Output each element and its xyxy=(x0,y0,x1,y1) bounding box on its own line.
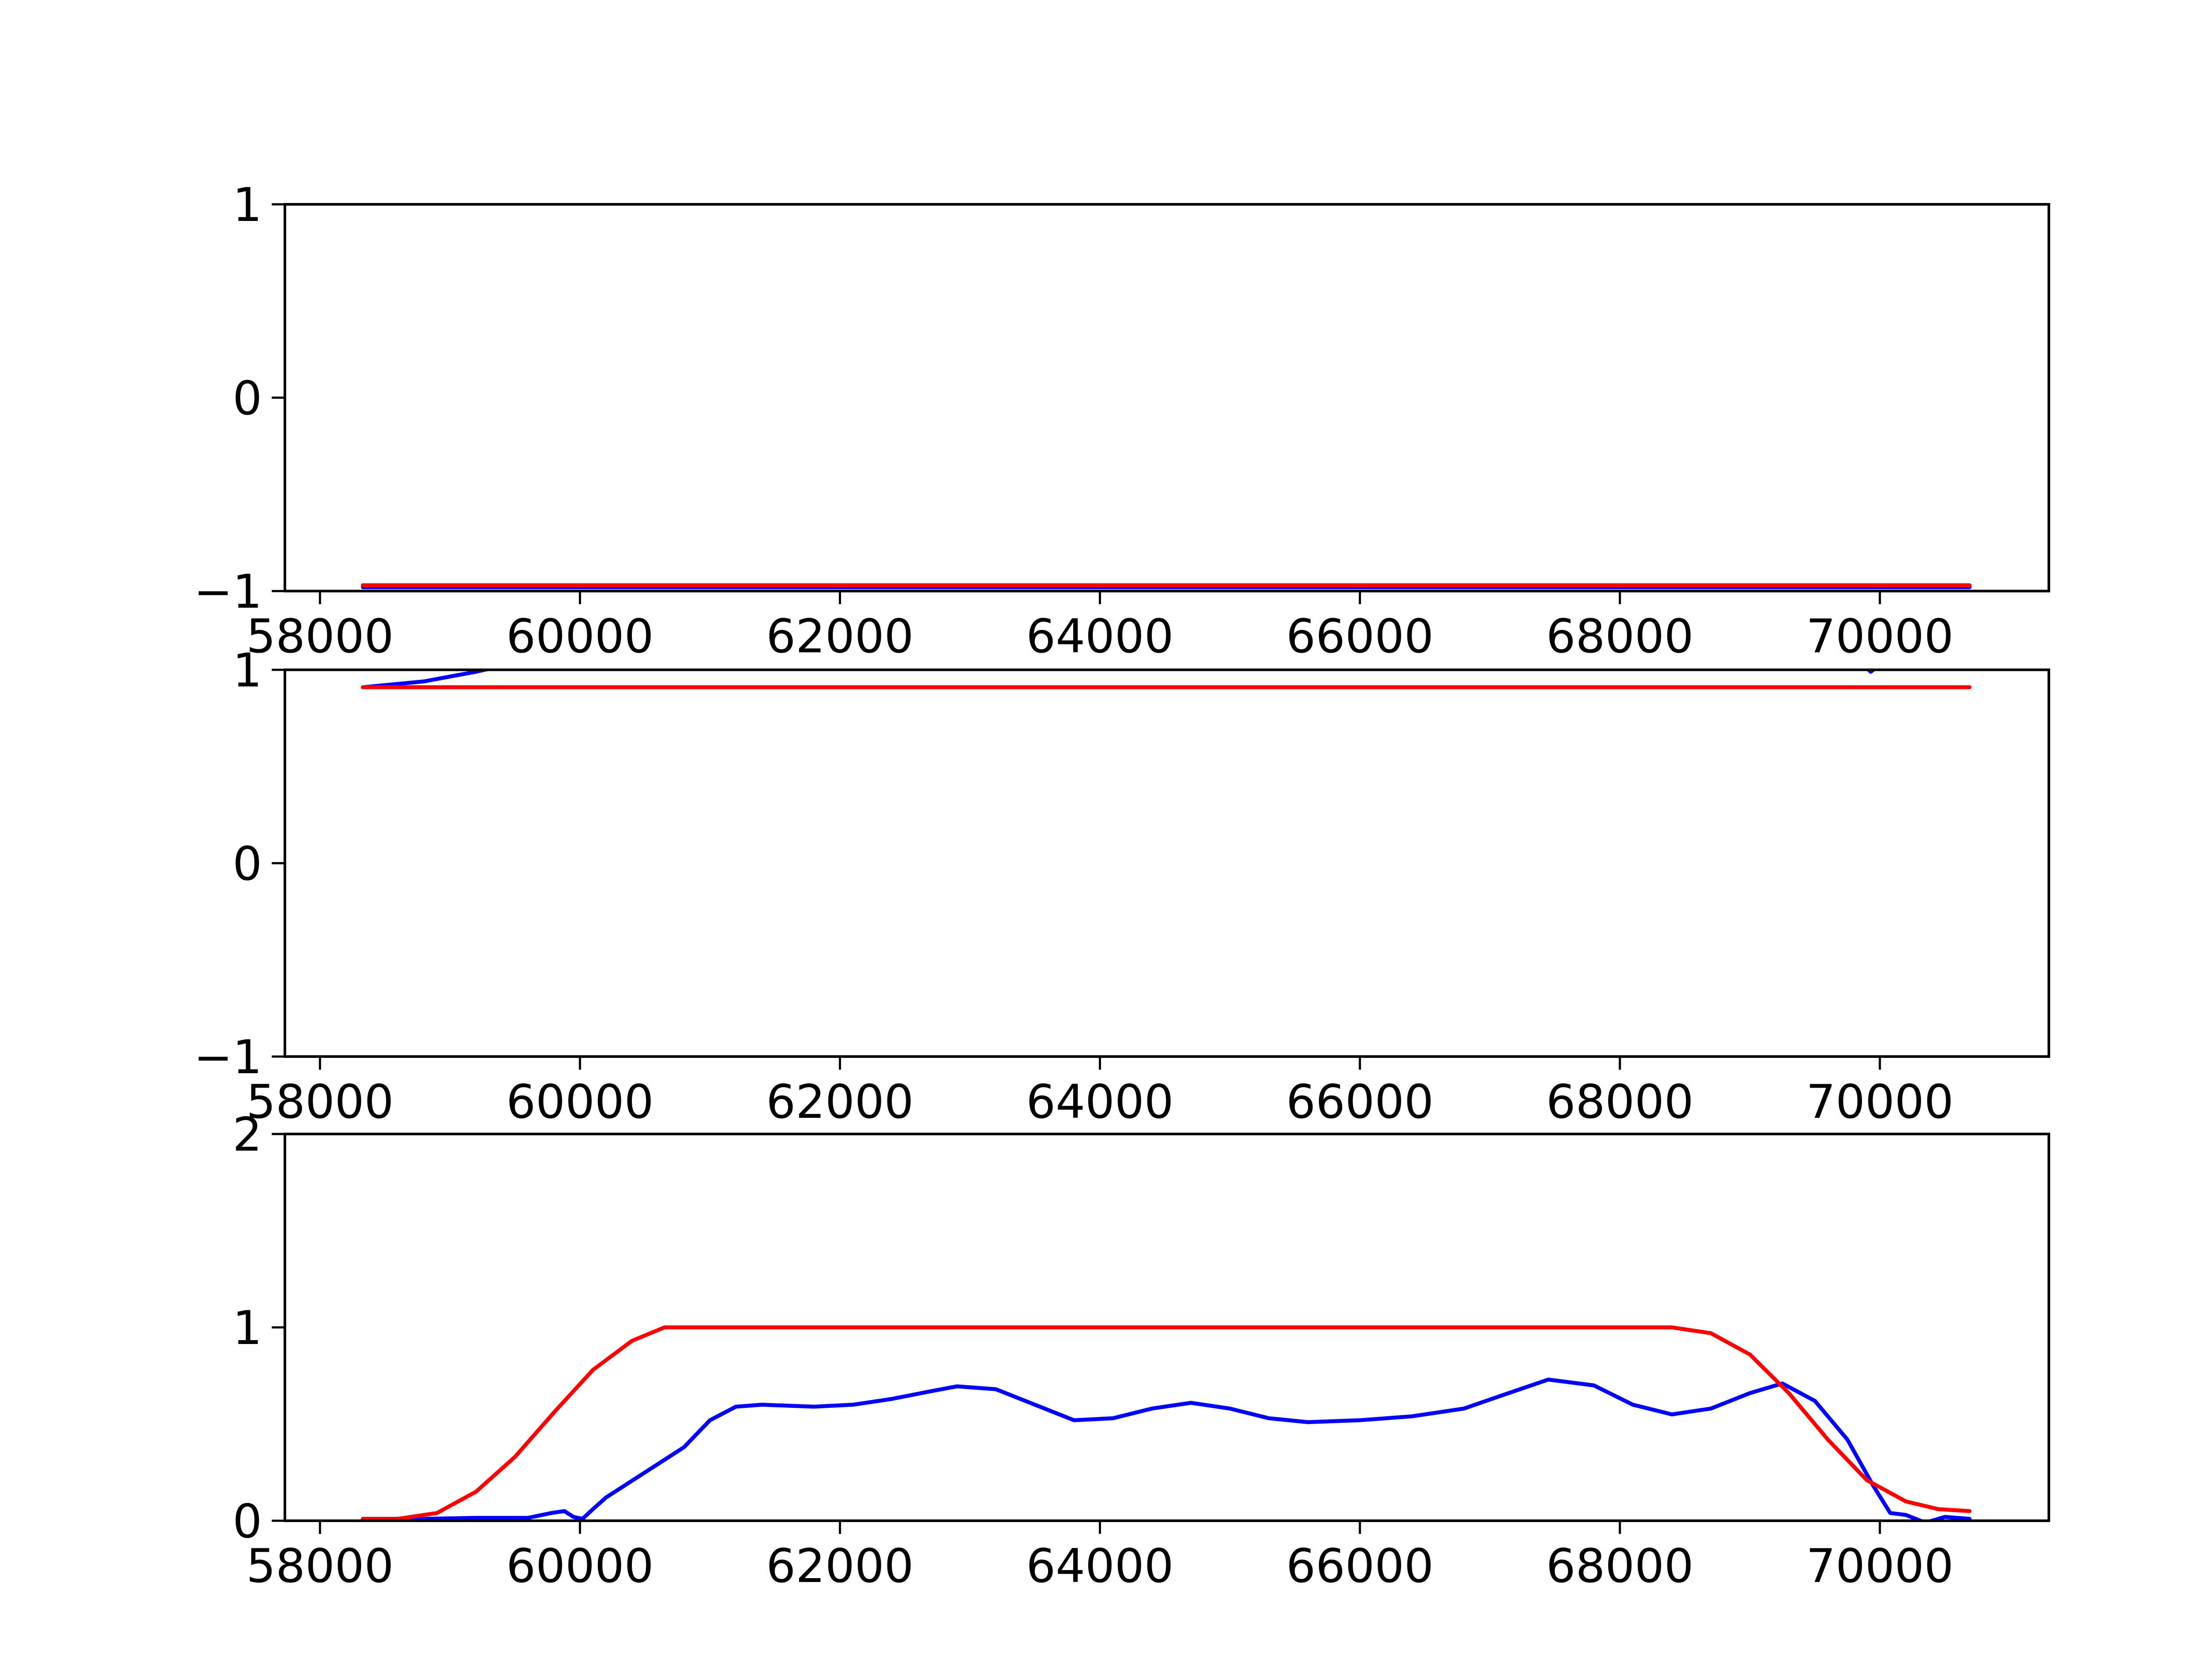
x-tick-label: 60000 xyxy=(506,1539,654,1593)
subplot-3: 58000 60000 62000 64000 66000 68000 70000 0 1 2 xyxy=(233,1108,2050,1593)
series-line-1 xyxy=(361,1377,1972,1521)
x-tick-label: 66000 xyxy=(1286,1075,1434,1129)
series-group xyxy=(361,583,1972,589)
x-tick-label: 64000 xyxy=(1026,609,1174,663)
x-tick-label: 64000 xyxy=(1026,1539,1174,1593)
series-line-1 xyxy=(361,670,494,690)
x-tick-label: 60000 xyxy=(506,1075,654,1129)
y-tick-label: 0 xyxy=(233,1494,262,1548)
series-group xyxy=(361,670,1972,690)
y-tick-label: 1 xyxy=(233,178,262,232)
subplot-1: 58000 60000 62000 64000 66000 68000 70000 −1 0 1 xyxy=(194,178,2050,663)
series-group xyxy=(361,1325,1972,1521)
y-tick-label: 2 xyxy=(233,1108,262,1162)
x-tick-label: 66000 xyxy=(1286,609,1434,663)
x-tick-label: 62000 xyxy=(766,609,914,663)
y-tick-label: −1 xyxy=(194,565,262,619)
x-tick-label: 68000 xyxy=(1546,1539,1694,1593)
x-tick-label: 62000 xyxy=(766,1539,914,1593)
x-tick-label: 70000 xyxy=(1806,1539,1953,1593)
x-tick-label: 58000 xyxy=(246,1075,394,1129)
x-tick-label: 70000 xyxy=(1806,1075,1953,1129)
y-tick-label: 1 xyxy=(233,644,262,697)
y-tick-label: 0 xyxy=(233,371,262,425)
y-tick-label: −1 xyxy=(194,1030,262,1084)
x-tick-label: 60000 xyxy=(506,609,654,663)
x-tick-label: 64000 xyxy=(1026,1075,1174,1129)
series-line-2 xyxy=(1865,670,1877,674)
x-tick-label: 58000 xyxy=(246,609,394,663)
x-tick-label: 70000 xyxy=(1806,609,1953,663)
series-line-2 xyxy=(361,1325,1972,1521)
x-tick-label: 66000 xyxy=(1286,1539,1434,1593)
y-tick-label: 0 xyxy=(233,837,262,891)
x-tick-label: 62000 xyxy=(766,1075,914,1129)
x-tick-label: 68000 xyxy=(1546,1075,1694,1129)
x-tick-label: 68000 xyxy=(1546,609,1694,663)
y-tick-label: 1 xyxy=(233,1301,262,1355)
subplot-2: 58000 60000 62000 64000 66000 68000 70000 −1 0 1 xyxy=(194,644,2050,1129)
x-tick-label: 58000 xyxy=(246,1539,394,1593)
